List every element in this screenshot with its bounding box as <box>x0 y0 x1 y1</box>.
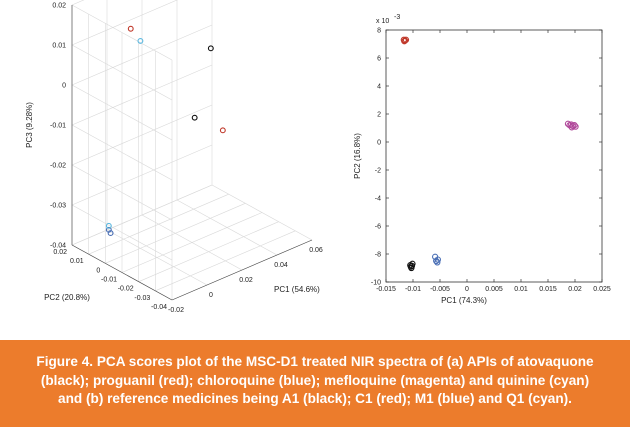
x-tick-label: 0.04 <box>274 262 288 269</box>
z-axis-label: PC3 (9.28%) <box>25 102 34 148</box>
y-tick-label: 0 <box>377 140 381 147</box>
x-tick-label: 0.02 <box>568 286 582 293</box>
y-tick-label: 4 <box>377 84 381 91</box>
grid-side-z <box>71 204 173 261</box>
panel-a-3d-scatter: -0.0200.020.040.06-0.04-0.03-0.02-0.0100… <box>25 0 323 314</box>
y-tick-label: 0 <box>96 267 100 274</box>
z-tick-label: 0 <box>62 83 66 90</box>
data-point <box>572 123 579 130</box>
y-tick-label: 0.01 <box>70 258 84 265</box>
x-axis-label: PC1 (74.3%) <box>441 296 487 305</box>
x-tick-label: 0.005 <box>485 286 503 293</box>
data-point <box>219 127 226 134</box>
y-exponent-power: -3 <box>394 14 400 21</box>
data-point <box>127 25 134 32</box>
data-point <box>434 256 441 263</box>
x-tick-label: 0.025 <box>593 286 611 293</box>
z-tick-label: -0.02 <box>50 163 66 170</box>
y-tick-label: 0.02 <box>53 249 67 256</box>
caption-line-2: (black); proguanil (red); chloroquine (b… <box>40 372 590 388</box>
figure-area: -0.02 0 0.02 0.04 0.06 -0.04 -0.03 -0.02 -0.01 0 0… <box>25 0 611 314</box>
data-point <box>434 259 441 266</box>
grid-side-z <box>71 84 173 141</box>
data-point <box>402 36 410 43</box>
grid-back-z <box>71 184 213 246</box>
z-tick-label: -0.01 <box>50 123 66 130</box>
caption-line-3: and (b) reference medicines being A1 (bl… <box>58 391 572 406</box>
grid-floor-y <box>121 212 263 273</box>
data-point <box>105 222 112 229</box>
x-tick-label: 0 <box>465 286 469 293</box>
panel-b-2d-scatter: -0.015 -0.01 -0.005 0 0.005 0.01 0.015 0.02 0.02… <box>353 14 611 305</box>
x-tick-label: -0.015 <box>376 286 396 293</box>
y-tick-label: -8 <box>375 252 381 259</box>
x-tick-label: 0.01 <box>514 286 528 293</box>
x-tick-label: 0.06 <box>309 247 323 254</box>
z-tick-label: -0.04 <box>50 243 66 250</box>
grid-back-z <box>71 64 213 126</box>
y-tick-label: -2 <box>375 168 381 175</box>
y-tick-label: 6 <box>377 56 381 63</box>
y-axis-label: PC2 (16.8%) <box>353 133 362 179</box>
y-axis-label: PC2 (20.8%) <box>44 293 90 302</box>
grid-back-z <box>71 104 213 166</box>
grid-floor-y <box>155 230 296 292</box>
z-tick-label: -0.03 <box>50 203 66 210</box>
x-axis-line <box>171 239 313 301</box>
y-tick-label: 2 <box>377 112 381 119</box>
data-point <box>401 38 408 45</box>
grid-back-z <box>71 0 178 46</box>
x-tick-label: 0.015 <box>539 286 557 293</box>
y-tick-label: -0.03 <box>134 295 150 302</box>
data-point <box>107 230 114 237</box>
x-axis-label: PC1 (54.6%) <box>274 285 320 294</box>
grid-side-z <box>71 164 173 221</box>
z-tick-label: 0.01 <box>52 43 66 50</box>
y-tick-label: -0.01 <box>101 277 117 284</box>
grid-back-z <box>71 24 213 86</box>
grid-back-z <box>71 144 213 206</box>
y-tick-label: 8 <box>377 28 381 35</box>
grid-floor-y <box>88 193 229 255</box>
grid-floor-y <box>105 203 246 264</box>
y-axis-line <box>71 244 173 301</box>
data-point <box>568 124 575 131</box>
plot-frame <box>385 29 603 283</box>
y-exponent-label: x 10 <box>376 18 389 25</box>
x-tick-label: 0 <box>209 292 213 299</box>
x-tick-label: 0.02 <box>239 277 253 284</box>
grid-side-z <box>71 124 173 181</box>
z-tick-label: 0.02 <box>52 3 66 10</box>
y-tick-label: -10 <box>371 280 381 287</box>
y-tick-label: -6 <box>375 224 381 231</box>
data-point <box>137 37 144 44</box>
grid-side-z <box>71 4 173 61</box>
figure-canvas: -0.0200.020.040.06-0.04-0.03-0.02-0.0100… <box>25 0 611 314</box>
data-point <box>433 257 440 265</box>
y-tick-label: -4 <box>375 196 381 203</box>
x-tick-label: -0.005 <box>430 286 450 293</box>
caption-line-1: Figure 4. PCA scores plot of the MSC-D1 … <box>36 354 594 369</box>
y-tick-label: -0.02 <box>118 286 134 293</box>
x-tick-label: -0.02 <box>168 307 184 314</box>
data-point <box>408 262 416 270</box>
x-tick-label: -0.01 <box>405 286 421 293</box>
data-point <box>191 114 198 121</box>
grid-side-z <box>71 44 173 101</box>
data-point <box>207 45 214 52</box>
figure-caption: Figure 4. PCA scores plot of the MSC-D1 … <box>0 340 630 427</box>
grid-floor-y <box>138 221 279 282</box>
y-tick-label: -0.04 <box>151 304 167 311</box>
